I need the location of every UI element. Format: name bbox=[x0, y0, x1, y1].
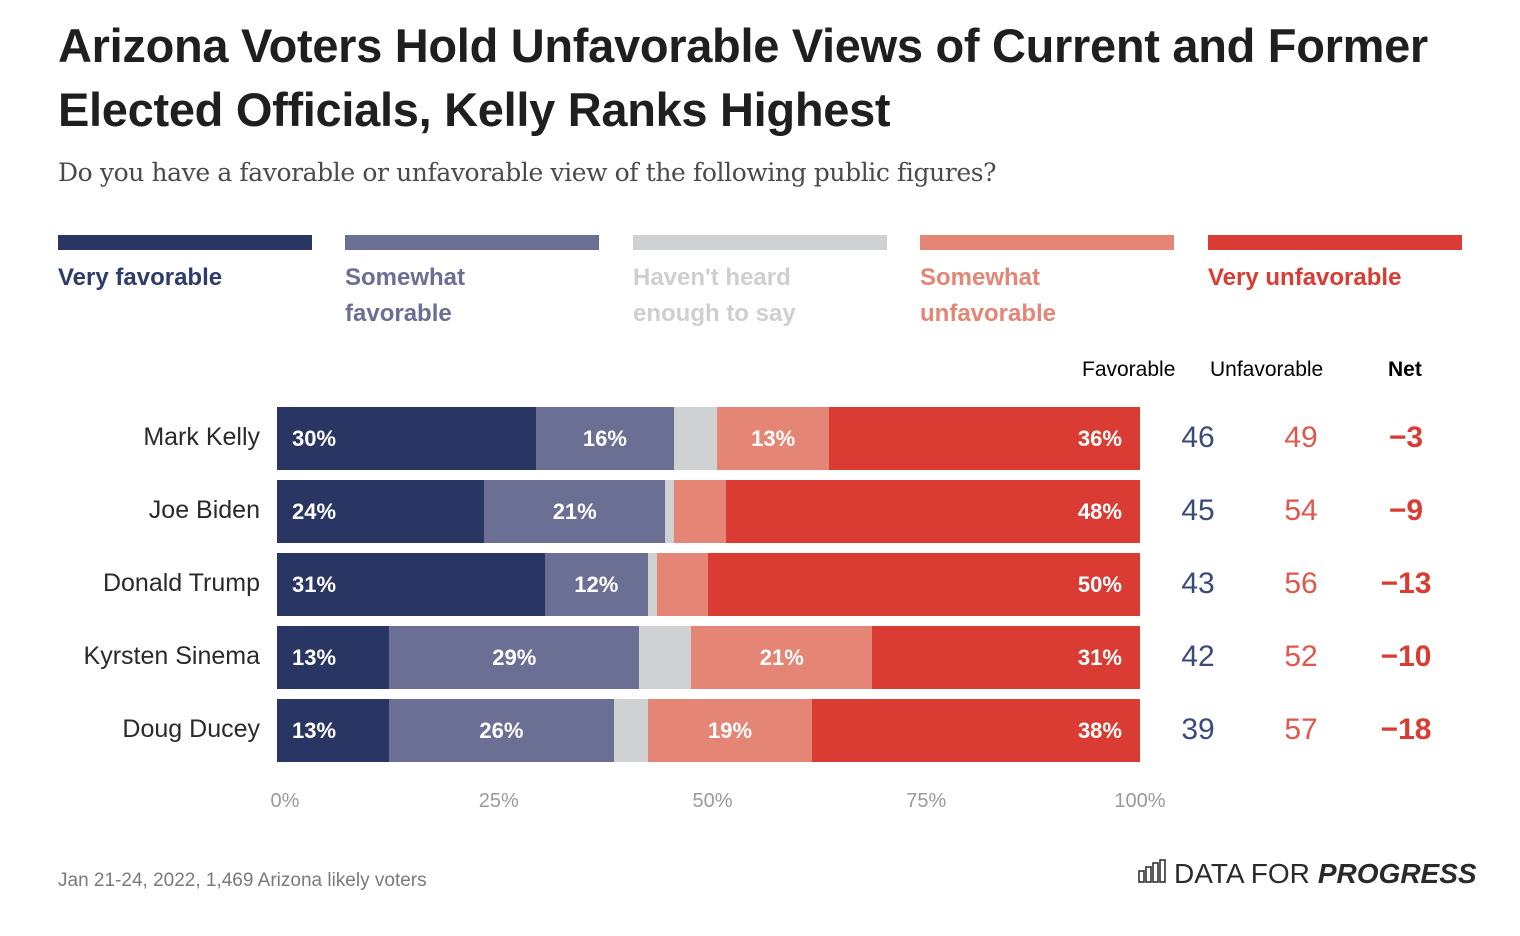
bar-segment-havent-heard bbox=[673, 407, 718, 470]
legend-item-havent-heard: Haven't heard enough to say bbox=[633, 235, 887, 332]
bar-row: 13% 26% 19% 38% bbox=[277, 699, 1140, 762]
row-label: Joe Biden bbox=[148, 496, 260, 524]
legend-label: Very favorable bbox=[58, 264, 223, 291]
bar-segment-very-unfavorable: 31% bbox=[872, 626, 1140, 689]
data-label: 13% bbox=[292, 644, 337, 670]
bar-segment-very-unfavorable: 50% bbox=[708, 553, 1140, 616]
net-value: −13 bbox=[1380, 567, 1432, 600]
bar-segment-havent-heard bbox=[665, 480, 674, 543]
chart-subtitle: Do you have a favorable or unfavorable v… bbox=[58, 158, 997, 187]
data-label: 21% bbox=[759, 644, 804, 670]
bar-row: 31% 12% 50% bbox=[277, 553, 1140, 616]
bar-chart-icon bbox=[1138, 858, 1166, 890]
legend-label: Haven't heard enough to say bbox=[633, 264, 796, 327]
x-tick-label: 25% bbox=[478, 790, 519, 812]
x-tick-label: 50% bbox=[692, 790, 733, 812]
x-tick-label: 75% bbox=[906, 790, 947, 812]
data-label: 31% bbox=[292, 571, 337, 597]
unfavorable-value: 52 bbox=[1284, 640, 1318, 673]
legend-item-somewhat-unfavorable: Somewhat unfavorable bbox=[920, 235, 1174, 332]
bar-segment-somewhat-favorable: 21% bbox=[484, 480, 666, 543]
data-label: 30% bbox=[292, 425, 337, 451]
data-label: 13% bbox=[292, 717, 337, 743]
legend-swatch bbox=[345, 235, 599, 250]
bar-segment-very-unfavorable: 36% bbox=[829, 407, 1140, 470]
favorable-value: 39 bbox=[1181, 713, 1215, 746]
net-value: −10 bbox=[1380, 640, 1432, 673]
column-header-net: Net bbox=[1388, 358, 1422, 381]
column-header-unfavorable: Unfavorable bbox=[1210, 358, 1324, 381]
bar-segment-very-unfavorable: 48% bbox=[725, 480, 1140, 543]
x-tick-label: 100% bbox=[1114, 790, 1166, 812]
unfavorable-value: 56 bbox=[1284, 567, 1318, 600]
bar-segment-somewhat-favorable: 29% bbox=[389, 626, 640, 689]
data-label: 24% bbox=[292, 498, 337, 524]
brand-logo: DATA FOR PROGRESS bbox=[1138, 858, 1477, 890]
bar-segment-very-favorable: 30% bbox=[277, 407, 536, 470]
bar-segment-somewhat-favorable: 16% bbox=[535, 407, 674, 470]
brand-name-regular: DATA FOR bbox=[1174, 858, 1310, 889]
bar-segment-very-favorable: 31% bbox=[277, 553, 545, 616]
brand-name-bold: PROGRESS bbox=[1317, 858, 1477, 889]
legend-swatch bbox=[1208, 235, 1462, 250]
net-value: −9 bbox=[1388, 494, 1424, 527]
bar-segment-havent-heard bbox=[613, 699, 649, 762]
legend-label: Somewhat favorable bbox=[345, 264, 466, 327]
row-label: Kyrsten Sinema bbox=[83, 642, 260, 670]
data-label: 12% bbox=[574, 571, 619, 597]
bar-segment-somewhat-unfavorable bbox=[656, 553, 709, 616]
bar-row: 13% 29% 21% 31% bbox=[277, 626, 1140, 689]
legend-label: Very unfavorable bbox=[1208, 264, 1402, 291]
legend-item-very-favorable: Very favorable bbox=[58, 235, 312, 296]
footer-note: Jan 21-24, 2022, 1,469 Arizona likely vo… bbox=[58, 870, 427, 891]
bar-segment-somewhat-favorable: 12% bbox=[544, 553, 649, 616]
row-label: Mark Kelly bbox=[143, 423, 260, 451]
data-label: 38% bbox=[1077, 717, 1122, 743]
chart-title: Arizona Voters Hold Unfavorable Views of… bbox=[58, 19, 1428, 136]
favorable-value: 42 bbox=[1181, 640, 1215, 673]
data-label: 31% bbox=[1077, 644, 1122, 670]
unfavorable-value: 57 bbox=[1284, 713, 1318, 746]
net-value: −3 bbox=[1388, 421, 1424, 454]
bar-row: 24% 21% 48% bbox=[277, 480, 1140, 543]
row-label: Doug Ducey bbox=[122, 715, 260, 743]
bar-segment-somewhat-unfavorable: 21% bbox=[691, 626, 873, 689]
bar-segment-havent-heard bbox=[648, 553, 657, 616]
bar-segment-very-favorable: 24% bbox=[277, 480, 485, 543]
x-tick-label: 0% bbox=[270, 790, 300, 812]
data-label: 29% bbox=[492, 644, 537, 670]
bar-segment-very-favorable: 13% bbox=[277, 626, 390, 689]
bar-segment-havent-heard bbox=[639, 626, 692, 689]
unfavorable-value: 54 bbox=[1284, 494, 1318, 527]
bar-row: 30% 16% 13% 36% bbox=[277, 407, 1140, 470]
bar-segment-somewhat-favorable: 26% bbox=[389, 699, 614, 762]
data-label: 26% bbox=[479, 717, 524, 743]
bar-segment-very-unfavorable: 38% bbox=[812, 699, 1140, 762]
legend-swatch bbox=[58, 235, 312, 250]
legend-swatch bbox=[920, 235, 1174, 250]
data-label: 36% bbox=[1077, 425, 1122, 451]
row-label: Donald Trump bbox=[102, 569, 260, 597]
data-label: 19% bbox=[708, 717, 753, 743]
legend-label: Somewhat unfavorable bbox=[920, 264, 1057, 327]
bar-segment-very-favorable: 13% bbox=[277, 699, 390, 762]
bar-segment-somewhat-unfavorable: 19% bbox=[648, 699, 813, 762]
favorable-value: 43 bbox=[1181, 567, 1215, 600]
data-label: 13% bbox=[751, 425, 796, 451]
bar-segment-somewhat-unfavorable bbox=[673, 480, 726, 543]
favorable-value: 46 bbox=[1181, 421, 1215, 454]
favorable-value: 45 bbox=[1181, 494, 1215, 527]
legend-swatch bbox=[633, 235, 887, 250]
data-label: 16% bbox=[582, 425, 627, 451]
data-label: 21% bbox=[552, 498, 597, 524]
net-value: −18 bbox=[1380, 713, 1432, 746]
data-label: 48% bbox=[1077, 498, 1122, 524]
legend-item-very-unfavorable: Very unfavorable bbox=[1208, 235, 1462, 296]
bar-segment-somewhat-unfavorable: 13% bbox=[717, 407, 830, 470]
legend-item-somewhat-favorable: Somewhat favorable bbox=[345, 235, 599, 332]
data-label: 50% bbox=[1077, 571, 1122, 597]
unfavorable-value: 49 bbox=[1284, 421, 1318, 454]
column-header-favorable: Favorable bbox=[1082, 358, 1176, 381]
